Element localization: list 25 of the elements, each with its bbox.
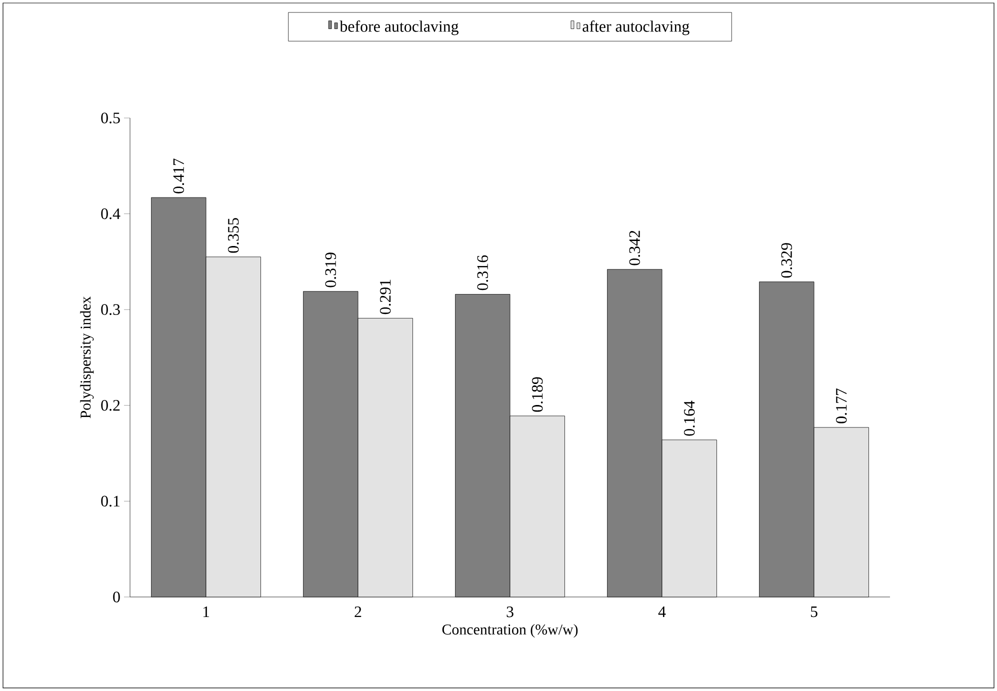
data-label: 0.319: [325, 252, 336, 288]
data-label: 0.316: [477, 255, 488, 290]
y-tick-label: 0.2: [101, 400, 120, 411]
data-label: 0.417: [173, 158, 184, 194]
data-label: 0.164: [684, 400, 695, 436]
legend-label: before autoclaving: [340, 20, 458, 36]
y-axis-title: Polydispersity index: [80, 296, 94, 418]
data-label: 0.291: [380, 280, 391, 314]
x-tick-label: 1: [203, 606, 210, 618]
data-label: 0.177: [836, 388, 847, 424]
y-tick-label: 0: [113, 592, 120, 602]
y-tick-label: 0.3: [101, 304, 120, 315]
data-label: 0.342: [629, 230, 640, 266]
data-label: 0.355: [228, 218, 239, 253]
x-axis-title: Concentration (%w/w): [442, 624, 578, 638]
legend-label: after autoclaving: [582, 20, 690, 36]
x-tick-label: 5: [810, 606, 818, 618]
y-tick-label: 0.1: [101, 496, 120, 507]
data-label: 0.189: [532, 377, 543, 412]
x-tick-label: 4: [658, 606, 666, 617]
data-label: 0.329: [781, 243, 792, 278]
y-tick-label: 0.5: [101, 112, 120, 124]
x-tick-label: 3: [506, 606, 514, 618]
y-tick-label: 0.4: [101, 208, 120, 220]
x-tick-label: 2: [354, 606, 362, 618]
